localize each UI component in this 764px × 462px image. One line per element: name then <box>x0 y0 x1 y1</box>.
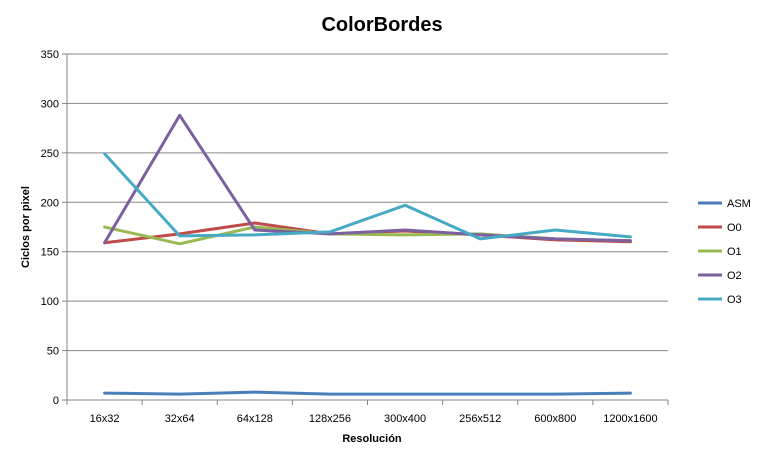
legend-label-asm: ASM <box>727 198 751 210</box>
x-tick-label: 300x400 <box>384 413 426 425</box>
series-lines <box>103 113 632 396</box>
y-tick-label: 150 <box>41 247 59 259</box>
x-tick-label: 16x32 <box>90 413 120 425</box>
y-tick-label: 300 <box>41 98 59 110</box>
x-tick-label: 32x64 <box>165 413 195 425</box>
x-tick-label: 1200x1600 <box>603 413 657 425</box>
legend-label-o1: O1 <box>727 246 742 258</box>
legend-label-o2: O2 <box>727 270 742 282</box>
y-axis-label: Ciclos por pixel <box>20 186 32 268</box>
x-axis-label: Resolución <box>342 433 402 445</box>
x-tick-label: 128x256 <box>309 413 351 425</box>
chart-title: ColorBordes <box>321 14 442 36</box>
y-tick-label: 50 <box>47 346 59 358</box>
y-tick-label: 100 <box>41 296 59 308</box>
y-tick-label: 250 <box>41 148 59 160</box>
y-axis-ticks: 0 50 100 150 200 250 300 350 <box>41 49 67 407</box>
gridlines <box>66 53 668 401</box>
series-line-o2 <box>103 113 632 245</box>
y-tick-label: 200 <box>41 197 59 209</box>
series-line-asm <box>103 390 632 396</box>
legend-label-o3: O3 <box>727 294 742 306</box>
x-axis-ticks: 16x32 32x64 64x128 128x256 300x400 256x512 600… <box>66 400 669 425</box>
legend-label-o0: O0 <box>727 222 742 234</box>
y-tick-label: 0 <box>53 395 59 407</box>
series-line-o3 <box>103 152 632 241</box>
x-tick-label: 64x128 <box>237 413 273 425</box>
y-tick-label: 350 <box>41 49 59 61</box>
x-tick-label: 600x800 <box>534 413 576 425</box>
legend: ASM O0 O1 O2 O3 <box>698 198 751 306</box>
x-tick-label: 256x512 <box>459 413 501 425</box>
